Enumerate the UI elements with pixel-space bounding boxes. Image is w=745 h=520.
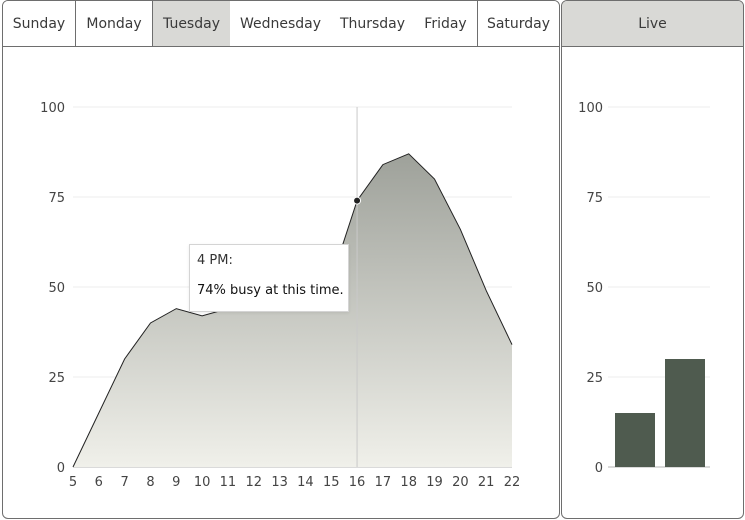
day-tabs: Sunday Monday Tuesday Wednesday Thursday… — [3, 1, 559, 47]
x-tick-label: 7 — [121, 475, 129, 490]
x-tick-label: 6 — [95, 475, 103, 490]
y-tick-label: 0 — [595, 461, 603, 476]
y-tick-label: 25 — [586, 371, 603, 386]
x-tick-label: 9 — [172, 475, 180, 490]
live-bar — [615, 413, 655, 467]
tab-tuesday[interactable]: Tuesday — [153, 1, 230, 46]
live-panel: Live 0 25 50 75 100 — [561, 0, 744, 519]
x-tick-label: 18 — [400, 475, 417, 490]
x-tick-label: 8 — [146, 475, 154, 490]
tab-live[interactable]: Live — [562, 1, 743, 47]
y-tick-label: 75 — [586, 191, 603, 206]
tooltip-message: 74% busy at this time. — [197, 283, 344, 298]
y-tick-label: 25 — [48, 371, 65, 386]
live-bar — [665, 359, 705, 467]
x-tick-label: 21 — [478, 475, 495, 490]
popular-times-panel: Sunday Monday Tuesday Wednesday Thursday… — [2, 0, 560, 519]
y-tick-label: 50 — [48, 281, 65, 296]
hover-tooltip: 4 PM: 74% busy at this time. — [189, 244, 349, 312]
tab-thursday[interactable]: Thursday — [331, 1, 414, 46]
y-tick-label: 100 — [40, 101, 65, 116]
x-tick-label: 19 — [426, 475, 443, 490]
tab-sunday[interactable]: Sunday — [3, 1, 76, 46]
y-tick-label: 75 — [48, 191, 65, 206]
tab-friday[interactable]: Friday — [414, 1, 478, 46]
x-tick-label: 15 — [323, 475, 340, 490]
tooltip-time: 4 PM: — [197, 253, 233, 268]
x-tick-label: 22 — [504, 475, 521, 490]
tab-monday[interactable]: Monday — [76, 1, 153, 46]
live-busyness-chart: 0 25 50 75 100 — [578, 101, 710, 476]
x-tick-label: 12 — [245, 475, 262, 490]
y-tick-label: 100 — [578, 101, 603, 116]
hover-point — [353, 196, 362, 205]
x-tick-label: 20 — [452, 475, 469, 490]
y-tick-label: 50 — [586, 281, 603, 296]
tab-saturday[interactable]: Saturday — [478, 1, 559, 46]
x-tick-label: 5 — [69, 475, 77, 490]
x-tick-label: 16 — [349, 475, 366, 490]
x-tick-label: 10 — [194, 475, 211, 490]
tab-wednesday[interactable]: Wednesday — [230, 1, 331, 46]
y-tick-label: 0 — [57, 461, 65, 476]
x-tick-label: 17 — [375, 475, 392, 490]
x-tick-label: 14 — [297, 475, 314, 490]
x-tick-label: 13 — [271, 475, 288, 490]
x-tick-label: 11 — [220, 475, 237, 490]
